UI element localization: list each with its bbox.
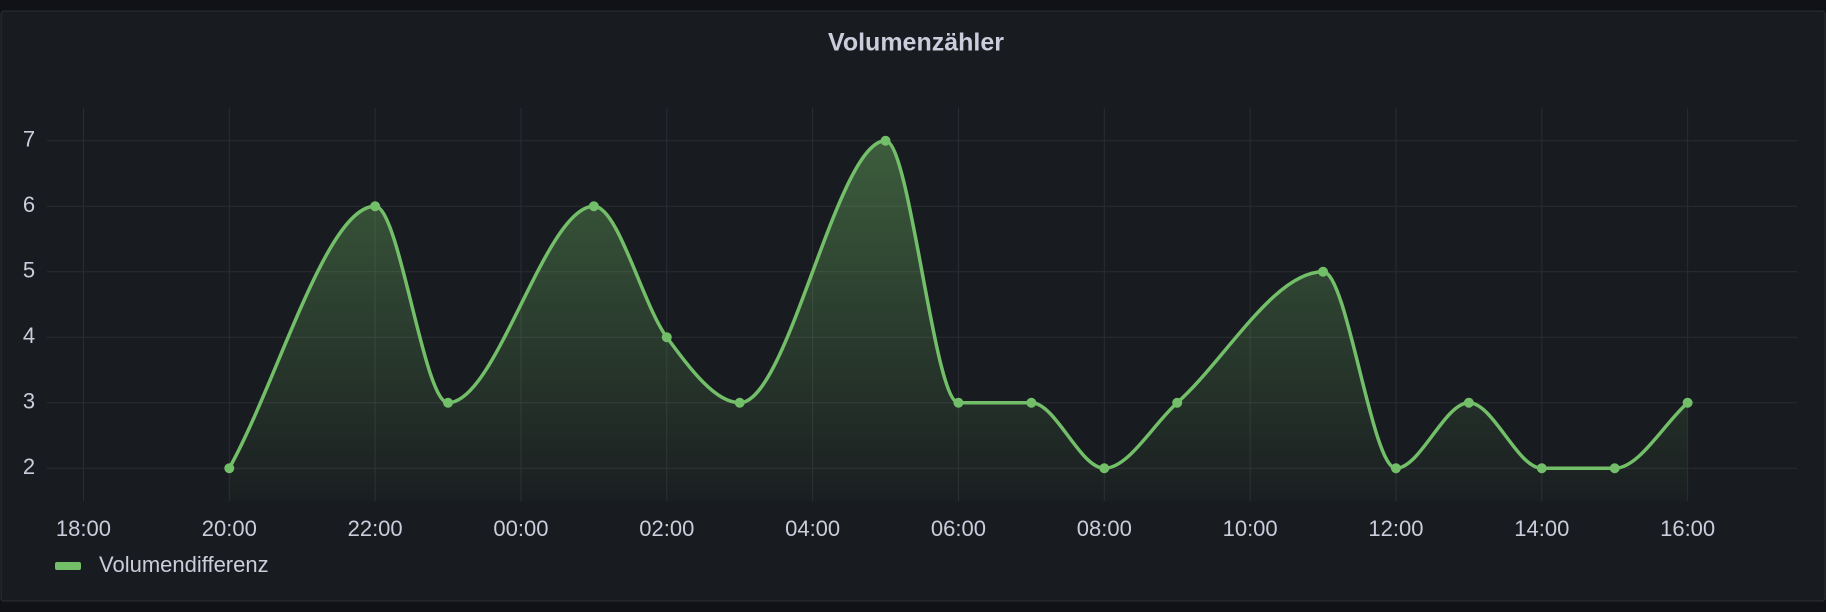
x-tick-label: 10:00	[1223, 516, 1278, 541]
point	[1099, 463, 1110, 474]
y-tick-label: 7	[23, 127, 35, 152]
area	[229, 140, 1688, 501]
x-tick-label: 20:00	[202, 516, 257, 541]
x-tick-label: 08:00	[1077, 516, 1132, 541]
x-tick-label: 22:00	[348, 516, 403, 541]
point	[588, 201, 599, 212]
y-tick-label: 4	[23, 323, 35, 348]
point	[734, 397, 745, 408]
point	[1318, 266, 1329, 277]
point	[1609, 463, 1620, 474]
x-tick-label: 04:00	[785, 516, 840, 541]
line	[227, 138, 1689, 471]
point	[1463, 397, 1474, 408]
point	[1390, 463, 1401, 474]
point	[370, 201, 381, 212]
point	[443, 397, 454, 408]
x-tick-label: 16:00	[1660, 516, 1715, 541]
legend-swatch	[55, 562, 81, 570]
y-tick-label: 5	[23, 258, 35, 283]
point	[1682, 397, 1693, 408]
point	[1172, 397, 1183, 408]
point	[224, 463, 235, 474]
point	[1026, 397, 1037, 408]
x-tick-label: 14:00	[1514, 516, 1569, 541]
point	[880, 135, 891, 146]
x-tick-label: 18:00	[56, 516, 111, 541]
y-tick-label: 2	[23, 454, 35, 479]
y-tick-label: 3	[23, 389, 35, 414]
x-tick-label: 06:00	[931, 516, 986, 541]
y-tick-label: 6	[23, 192, 35, 217]
point	[953, 397, 964, 408]
point	[1536, 463, 1547, 474]
x-tick-label: 00:00	[493, 516, 548, 541]
legend-label: Volumendifferenz	[99, 552, 269, 577]
chart-title: Volumenzähler	[828, 29, 1004, 57]
point	[661, 332, 672, 343]
x-tick-label: 02:00	[639, 516, 694, 541]
x-tick-label: 12:00	[1368, 516, 1423, 541]
